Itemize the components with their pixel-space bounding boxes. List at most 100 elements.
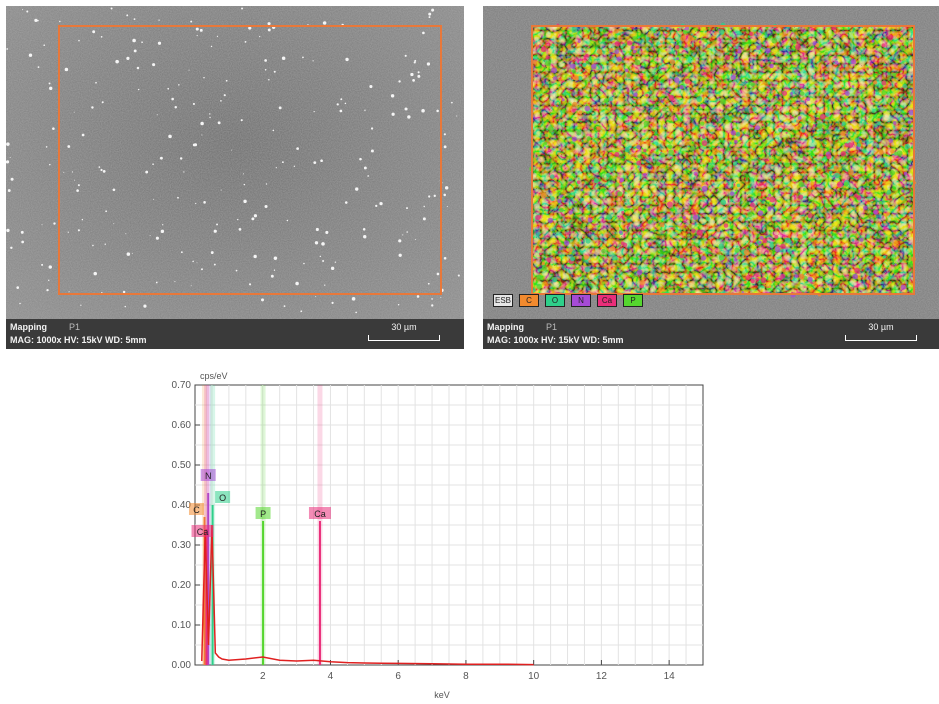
element-signal-dot xyxy=(570,72,573,75)
element-signal-dot xyxy=(854,137,860,143)
particle-speck xyxy=(351,297,356,301)
element-signal-dot xyxy=(599,28,603,32)
particle-speck xyxy=(209,116,211,119)
element-signal-dot xyxy=(608,96,614,102)
particle-speck xyxy=(398,253,402,257)
element-signal-dot xyxy=(725,55,731,61)
element-signal-dot xyxy=(784,162,790,168)
particle-speck xyxy=(427,282,430,285)
element-signal-dot xyxy=(851,238,855,242)
element-signal-dot xyxy=(680,104,685,109)
particle-speck xyxy=(251,217,255,221)
element-signal-dot xyxy=(858,35,862,40)
element-signal-dot xyxy=(675,44,680,50)
particle-speck xyxy=(113,223,115,225)
element-signal-dot xyxy=(829,237,834,242)
spectrum-series xyxy=(201,524,534,666)
particle-speck xyxy=(160,229,165,234)
element-signal-dot xyxy=(886,189,892,195)
element-signal-dot xyxy=(734,139,738,144)
element-signal-dot xyxy=(688,35,694,42)
peak-label-box xyxy=(308,507,331,519)
element-signal-dot xyxy=(701,185,708,192)
element-signal-dot xyxy=(816,107,820,111)
element-signal-dot xyxy=(635,126,639,131)
element-signal-dot xyxy=(872,259,875,262)
particle-speck xyxy=(281,56,286,60)
scale-label: 30 µm xyxy=(391,322,417,332)
element-signal-dot xyxy=(879,149,884,155)
element-signal-dot xyxy=(692,214,698,221)
particle-speck xyxy=(6,48,9,50)
element-signal-dot xyxy=(730,74,736,81)
y-tick-label: 0.50 xyxy=(172,460,192,471)
particle-speck xyxy=(238,227,242,231)
element-signal-dot xyxy=(659,222,665,228)
element-signal-dot xyxy=(754,272,759,277)
particle-speck xyxy=(402,234,404,236)
particle-speck xyxy=(171,97,174,101)
element-signal-dot xyxy=(813,46,817,50)
particle-speck xyxy=(145,170,149,174)
particle-speck xyxy=(76,189,79,192)
element-signal-dot xyxy=(638,234,642,238)
element-signal-dot xyxy=(632,49,637,54)
element-signal-dot xyxy=(795,44,801,51)
element-signal-dot xyxy=(683,28,686,31)
element-signal-dot xyxy=(570,63,576,69)
element-signal-dot xyxy=(769,63,774,69)
element-signal-dot xyxy=(863,205,868,210)
particle-speck xyxy=(267,22,271,26)
particle-speck xyxy=(45,146,48,148)
element-signal-dot xyxy=(679,127,684,132)
particle-speck xyxy=(183,171,185,173)
particle-speck xyxy=(433,194,436,198)
particle-speck xyxy=(363,166,367,170)
particle-speck xyxy=(414,59,417,62)
element-signal-dot xyxy=(718,28,725,35)
particle-speck xyxy=(6,160,10,164)
element-signal-dot xyxy=(881,90,887,96)
particle-speck xyxy=(167,87,170,90)
element-signal-dot xyxy=(876,118,881,122)
particle-speck xyxy=(417,74,421,78)
element-signal-dot xyxy=(733,161,737,166)
element-signal-dot xyxy=(723,223,729,228)
element-signal-dot xyxy=(643,148,647,153)
element-signal-dot xyxy=(874,69,877,73)
element-signal-dot xyxy=(723,79,727,83)
particle-speck xyxy=(443,193,446,197)
legend-chip-ca: Ca xyxy=(597,294,617,307)
particle-speck xyxy=(443,145,447,149)
particle-speck xyxy=(436,272,440,276)
particle-speck xyxy=(412,79,415,82)
element-signal-dot xyxy=(797,115,802,120)
particle-speck xyxy=(272,129,275,132)
particle-speck xyxy=(286,219,289,222)
element-signal-dot xyxy=(866,67,869,70)
x-tick-label: 4 xyxy=(328,671,334,682)
element-signal-dot xyxy=(620,165,624,168)
element-signal-dot xyxy=(852,273,858,280)
element-signal-dot xyxy=(840,131,846,136)
element-signal-dot xyxy=(606,214,612,221)
peak-label: N xyxy=(205,471,212,481)
element-signal-dot xyxy=(894,263,897,266)
particle-speck xyxy=(177,196,179,199)
element-signal-dot xyxy=(882,255,887,259)
element-signal-dot xyxy=(847,142,854,148)
particle-speck xyxy=(34,18,38,22)
element-signal-dot xyxy=(900,196,905,201)
element-signal-dot xyxy=(617,277,619,280)
particle-speck xyxy=(259,35,261,38)
element-signal-dot xyxy=(885,28,887,30)
element-signal-dot xyxy=(579,160,582,163)
element-signal-dot xyxy=(798,273,805,280)
element-signal-dot xyxy=(907,262,913,268)
particle-speck xyxy=(192,102,195,105)
element-signal-dot xyxy=(536,283,542,290)
element-signal-dot xyxy=(636,269,643,276)
particle-speck xyxy=(325,230,329,234)
particle-speck xyxy=(243,199,247,204)
particle-speck xyxy=(217,121,221,125)
